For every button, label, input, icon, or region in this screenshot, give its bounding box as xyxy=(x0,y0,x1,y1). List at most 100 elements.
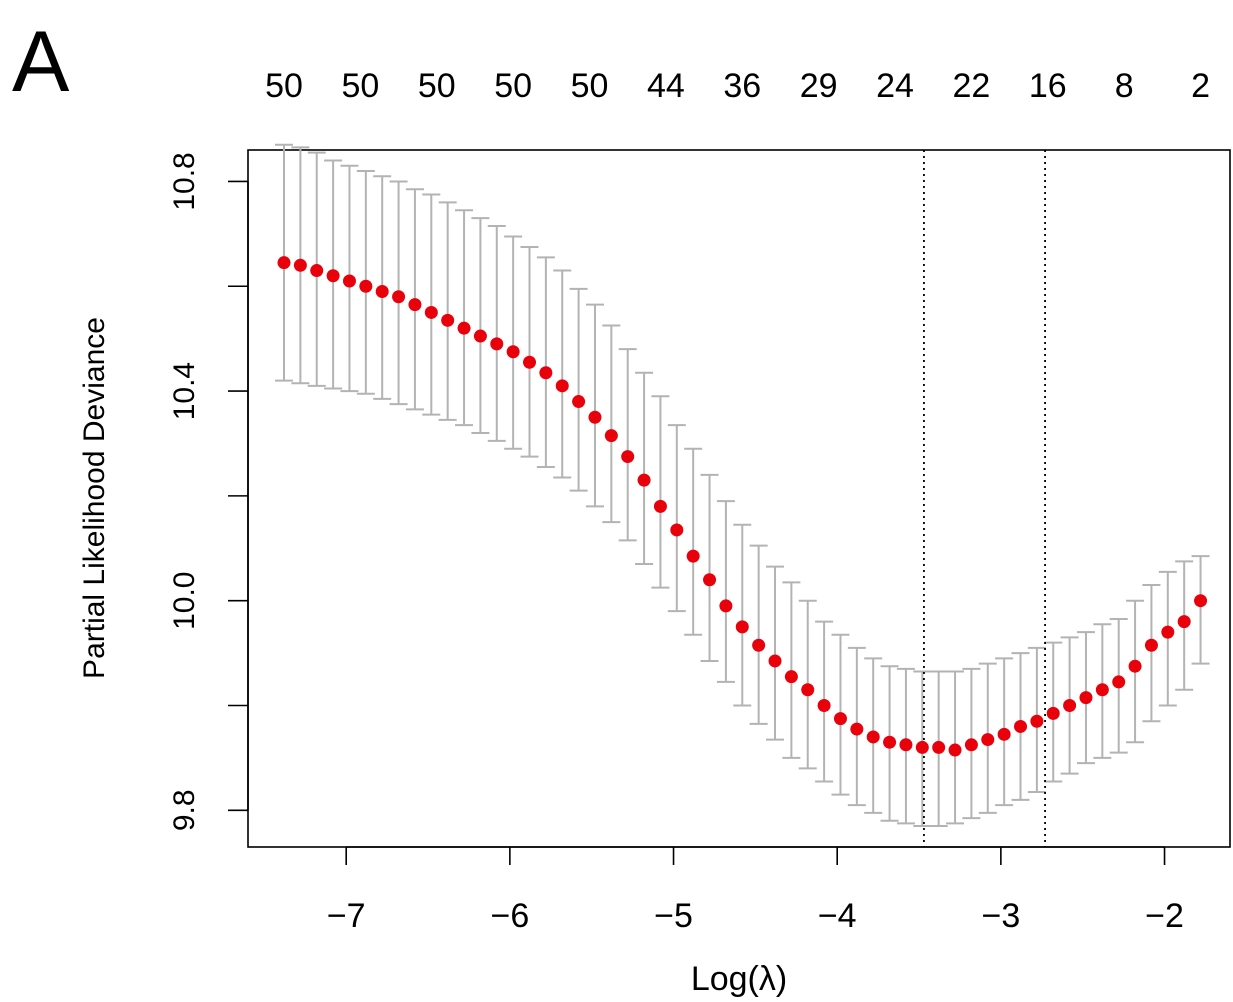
error-bar xyxy=(504,235,523,450)
error-bar xyxy=(700,473,719,662)
error-bar xyxy=(455,209,474,427)
data-point xyxy=(490,337,504,351)
data-point xyxy=(588,410,602,424)
data-point xyxy=(310,264,324,278)
data-point xyxy=(637,473,651,487)
error-bar xyxy=(602,324,621,524)
data-points xyxy=(277,256,1208,757)
top-axis-label: 44 xyxy=(647,67,685,105)
data-point xyxy=(1046,706,1060,720)
error-bar xyxy=(487,224,506,442)
x-tick-label: −3 xyxy=(981,897,1020,935)
data-point xyxy=(1095,683,1109,697)
y-axis-label: Partial Likelihood Deviance xyxy=(78,317,111,679)
data-point xyxy=(997,727,1011,741)
data-point xyxy=(883,735,897,749)
x-tick-label: −2 xyxy=(1145,897,1184,935)
data-point xyxy=(703,573,717,587)
data-point xyxy=(473,329,487,343)
data-point xyxy=(964,738,978,752)
data-point xyxy=(899,738,913,752)
data-point xyxy=(948,743,962,757)
data-point xyxy=(572,395,586,409)
top-axis-label: 16 xyxy=(1029,67,1067,105)
panel-label: A xyxy=(12,14,70,110)
y-tick-label: 10.4 xyxy=(168,362,201,420)
data-point xyxy=(915,740,929,754)
data-point xyxy=(555,379,569,393)
y-axis: 9.8 10.0 10.4 10.8 xyxy=(168,152,249,831)
top-axis-label: 29 xyxy=(800,67,838,105)
data-point xyxy=(932,740,946,754)
data-point xyxy=(1030,714,1044,728)
data-point xyxy=(293,258,307,272)
data-point xyxy=(653,499,667,513)
top-axis-label: 36 xyxy=(723,67,761,105)
data-point xyxy=(752,638,766,652)
data-point xyxy=(850,722,864,736)
error-bar xyxy=(471,217,490,434)
data-point xyxy=(392,290,406,304)
error-bar xyxy=(1142,583,1161,723)
data-point xyxy=(670,523,684,537)
data-point xyxy=(408,298,422,312)
x-tick-label: −4 xyxy=(818,897,857,935)
data-point xyxy=(719,599,733,613)
data-point xyxy=(801,683,815,697)
plot-frame xyxy=(247,149,1231,848)
data-point xyxy=(375,284,389,298)
error-bar xyxy=(716,500,735,683)
top-axis-label: 8 xyxy=(1115,67,1134,105)
error-bar xyxy=(438,201,457,421)
top-axis-label: 50 xyxy=(265,67,303,105)
x-axis: −7 −6 −5 −4 −3 −2 xyxy=(327,846,1184,935)
x-tick-label: −5 xyxy=(654,897,693,935)
y-tick-label: 10.0 xyxy=(168,571,201,629)
data-point xyxy=(359,279,373,293)
data-point xyxy=(817,699,831,713)
data-point xyxy=(424,305,438,319)
error-bar xyxy=(635,371,654,566)
data-point xyxy=(457,321,471,335)
data-point xyxy=(686,549,700,563)
error-bar xyxy=(520,245,539,458)
top-axis-label: 50 xyxy=(571,67,609,105)
top-axis-label: 50 xyxy=(341,67,379,105)
error-bar xyxy=(585,303,604,508)
data-point xyxy=(1194,594,1208,608)
data-point xyxy=(523,355,537,369)
data-point xyxy=(621,450,635,464)
error-bar xyxy=(766,565,785,741)
error-bar xyxy=(684,447,703,636)
data-point xyxy=(326,269,340,283)
data-point xyxy=(604,429,618,443)
data-point xyxy=(1128,659,1142,673)
data-point xyxy=(1144,638,1158,652)
data-point xyxy=(1112,675,1126,689)
error-bar xyxy=(782,581,801,759)
error-bar xyxy=(618,348,637,542)
data-point xyxy=(1063,699,1077,713)
data-point xyxy=(539,366,553,380)
x-tick-label: −6 xyxy=(490,897,529,935)
reference-lines xyxy=(923,150,1046,847)
data-point xyxy=(784,670,798,684)
data-point xyxy=(735,620,749,634)
data-point xyxy=(441,313,455,327)
data-point xyxy=(342,274,356,288)
top-axis-label: 24 xyxy=(876,67,914,105)
error-bar xyxy=(1191,555,1210,665)
x-tick-label: −7 xyxy=(327,897,366,935)
top-axis: 50 50 50 50 50 44 36 29 24 22 16 8 2 xyxy=(265,67,1210,105)
x-axis-label: Log(λ) xyxy=(691,960,787,998)
top-axis-label: 50 xyxy=(494,67,532,105)
data-point xyxy=(506,345,520,359)
data-point xyxy=(1177,615,1191,629)
error-bar xyxy=(749,544,768,725)
data-point xyxy=(768,654,782,668)
error-bar xyxy=(667,424,686,613)
top-axis-label: 22 xyxy=(952,67,990,105)
data-point xyxy=(1161,625,1175,639)
data-point xyxy=(833,712,847,726)
